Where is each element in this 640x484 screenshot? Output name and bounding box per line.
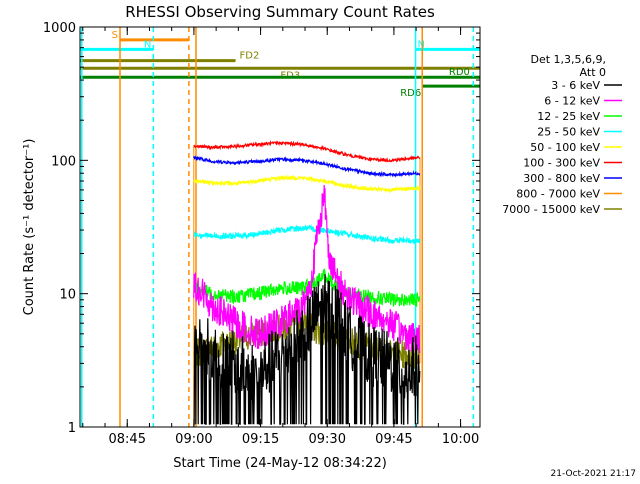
legend-label: 12 - 25 keV xyxy=(537,110,600,123)
x-axis-label: Start Time (24-May-12 08:34:22) xyxy=(173,456,387,471)
legend-label: 6 - 12 keV xyxy=(544,95,600,108)
legend-label: 800 - 7000 keV xyxy=(516,188,600,201)
legend-label: 25 - 50 keV xyxy=(537,126,600,139)
series-line xyxy=(193,268,421,307)
y-tick-label: 100 xyxy=(51,154,76,169)
flag-bars: SNNFD2FD3RD0RD6 xyxy=(80,30,480,99)
y-tick-label: 10 xyxy=(59,288,76,303)
series-line xyxy=(193,184,421,354)
flag-label: N xyxy=(418,39,425,50)
legend-label: 50 - 100 keV xyxy=(530,141,600,154)
flag-label: N xyxy=(144,39,151,50)
series-group xyxy=(193,140,421,427)
x-tick-label: 08:45 xyxy=(109,432,146,447)
legend-label: 300 - 800 keV xyxy=(523,172,600,185)
legend-header: Att 0 xyxy=(580,66,606,79)
x-tick-label: 10:00 xyxy=(442,432,479,447)
y-tick-label: 1000 xyxy=(43,21,76,36)
legend: Det 1,3,5,6,9,Att 03 - 6 keV 6 - 12 keV 12… xyxy=(502,53,622,216)
series-line xyxy=(193,155,421,178)
legend-label: 7000 - 15000 keV xyxy=(502,203,600,216)
x-tick-label: 09:15 xyxy=(242,432,279,447)
plot-frame xyxy=(79,26,481,428)
flag-label: FD2 xyxy=(240,51,260,62)
series-line xyxy=(193,274,421,425)
timestamp: 21-Oct-2021 21:17 xyxy=(551,469,636,479)
flag-label: S xyxy=(112,30,118,41)
y-tick-label: 1 xyxy=(68,421,76,436)
legend-label: 100 - 300 keV xyxy=(523,157,600,170)
legend-header: Det 1,3,5,6,9, xyxy=(530,53,606,66)
x-tick-label: 09:45 xyxy=(375,432,412,447)
chart-title: RHESSI Observing Summary Count Rates xyxy=(125,3,435,21)
x-tick-label: 09:00 xyxy=(175,432,212,447)
x-tick-label: 09:30 xyxy=(309,432,346,447)
axis-ticks: 08:45 09:00 09:15 09:30 09:45 10:00 1 10 100 1000 xyxy=(43,21,480,447)
series-line xyxy=(193,174,421,194)
flag-label: RD6 xyxy=(400,88,421,99)
flag-label: RD0 xyxy=(449,67,470,78)
series-line xyxy=(193,140,421,163)
legend-label: 3 - 6 keV xyxy=(551,79,600,92)
series-line xyxy=(193,223,421,245)
y-axis-label: Count Rate (s⁻¹ detector⁻¹) xyxy=(22,139,37,316)
